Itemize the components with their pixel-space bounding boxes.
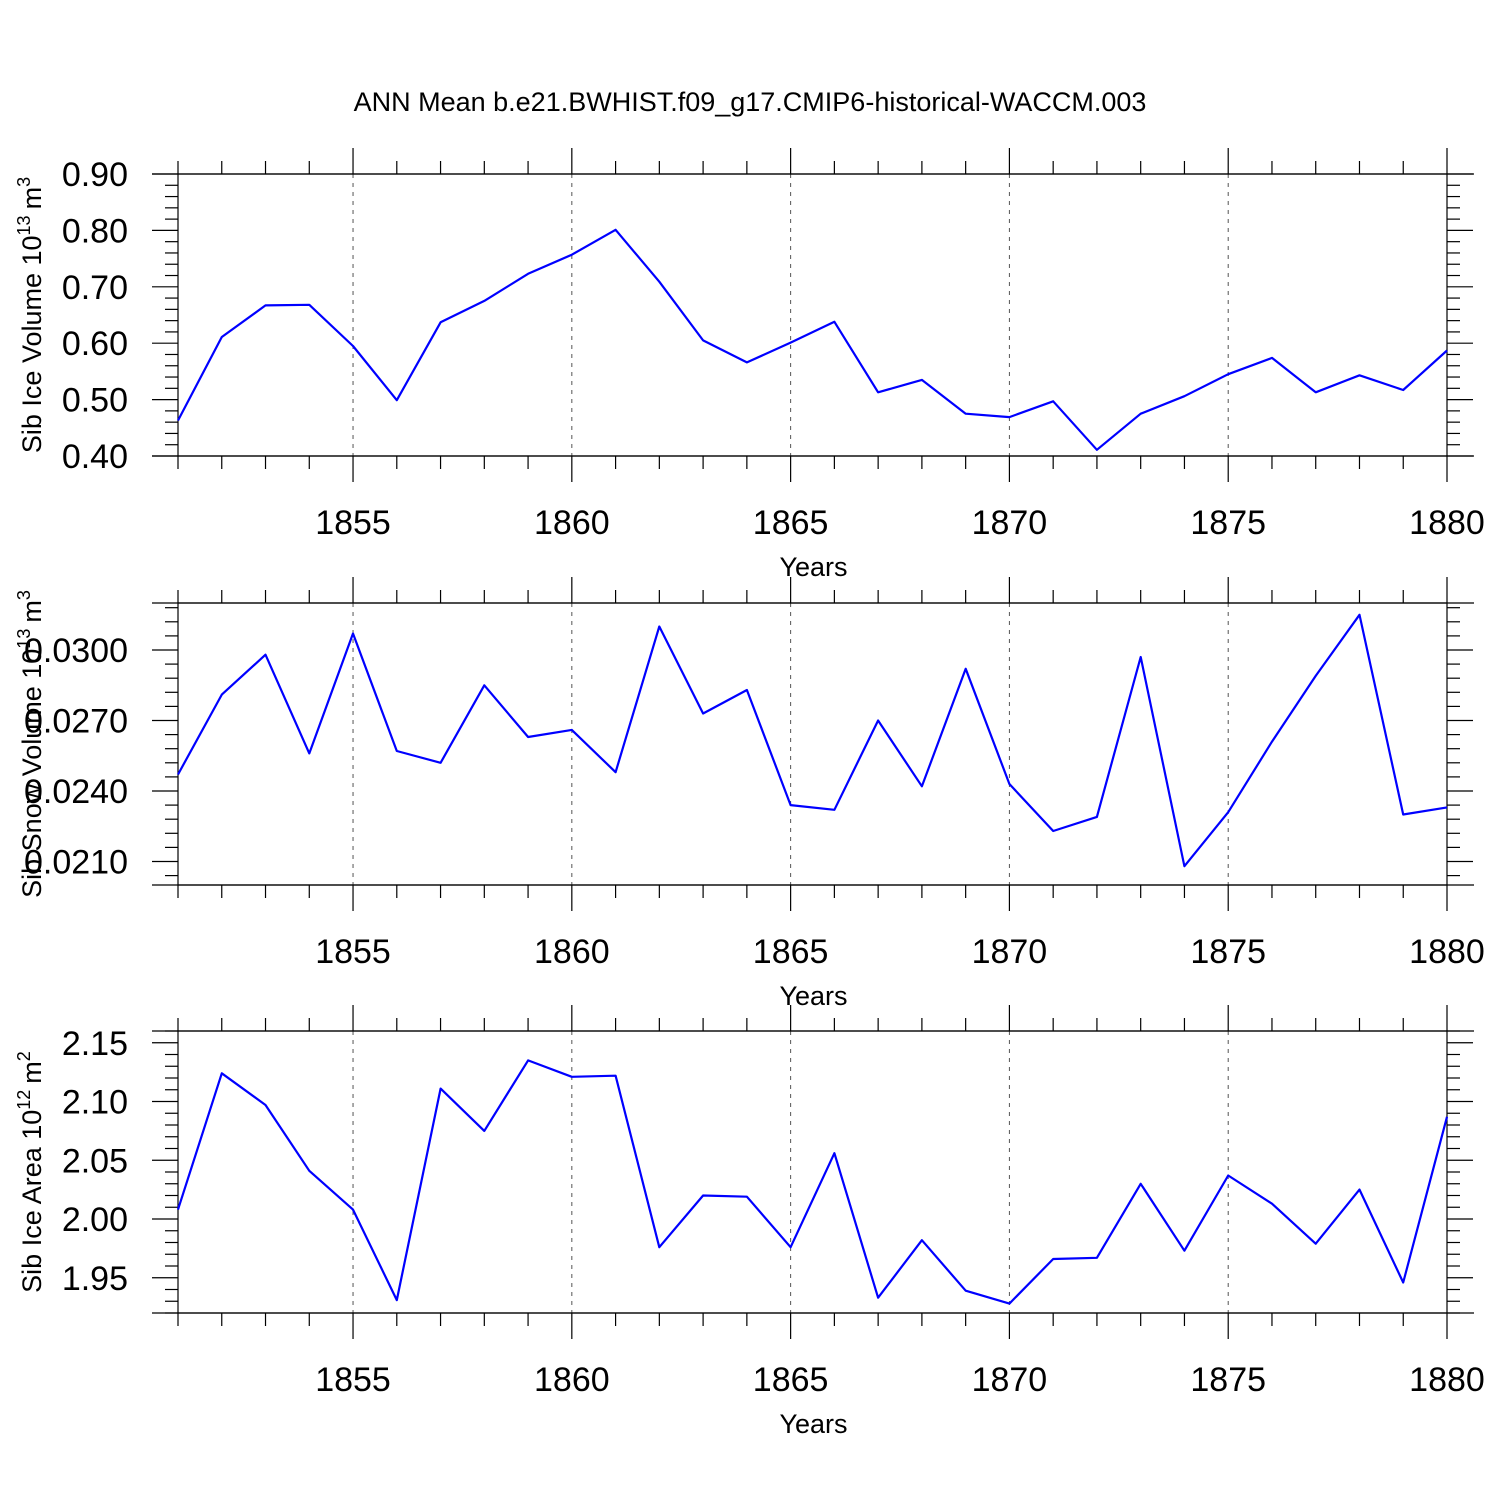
y-tick-label: 0.80 [62, 212, 128, 250]
y-label-exponent: 12 [14, 1090, 34, 1110]
y-label-exponent: 13 [14, 629, 34, 649]
series-line [176, 1059, 1449, 1305]
x-tick-label: 1860 [534, 933, 610, 971]
x-tick-label: 1855 [315, 1361, 391, 1399]
y-label-unit-exponent: 3 [14, 590, 34, 600]
x-tick-label: 1880 [1409, 504, 1485, 542]
y-tick-label: 2.05 [62, 1142, 128, 1180]
y-tick-label: 0.0270 [24, 703, 128, 741]
x-tick-label: 1865 [753, 1361, 829, 1399]
x-tick-label: 1860 [534, 504, 610, 542]
y-tick-label: 0.70 [62, 269, 128, 307]
y-label-main: Sib Ice Volume 10 [17, 235, 47, 453]
y-axis-label: Sib Ice Area 1012 m2 [14, 1051, 47, 1293]
x-axis-label: Years [779, 552, 847, 582]
x-tick-label: 1855 [315, 504, 391, 542]
panel-snow-volume: 1855 1860 1865 1870 1875 1880 Years 0.0210 0.024… [14, 577, 1485, 1011]
plot-frame [177, 602, 1448, 886]
series-line [177, 228, 1448, 451]
x-axis-label: Years [779, 1409, 847, 1439]
y-axis-label: Sib Snow Volume 1013 m3 [14, 590, 47, 898]
y-axis-label: Sib Ice Volume 1013 m3 [14, 177, 47, 453]
panel-ice-area: 1855 1860 1865 1870 1875 1880 Years 1.95 2.00 2.0… [14, 1005, 1485, 1439]
x-tick-label: 1865 [753, 504, 829, 542]
plot-frame [177, 1030, 1448, 1314]
x-tick-label: 1870 [972, 1361, 1048, 1399]
y-label-main: Sib Snow Volume 10 [17, 649, 47, 898]
y-tick-label: 0.0210 [24, 844, 128, 882]
y-tick-label: 0.40 [62, 438, 128, 476]
y-tick-label: 0.0240 [24, 773, 128, 811]
y-tick-label: 0.50 [62, 382, 128, 420]
plot-frame [177, 173, 1448, 457]
y-tick-label: 2.15 [62, 1025, 128, 1063]
y-label-unit-exponent: 2 [14, 1051, 34, 1061]
figure-title: ANN Mean b.e21.BWHIST.f09_g17.CMIP6-hist… [354, 87, 1147, 117]
x-tick-label: 1875 [1190, 504, 1266, 542]
y-label-unit-exponent: 3 [14, 177, 34, 187]
y-tick-label: 1.95 [62, 1260, 128, 1298]
x-tick-label: 1855 [315, 933, 391, 971]
x-tick-label: 1870 [972, 504, 1048, 542]
y-label-unit: m [17, 187, 47, 210]
y-tick-label: 0.60 [62, 325, 128, 363]
x-tick-label: 1860 [534, 1361, 610, 1399]
y-tick-label: 2.10 [62, 1084, 128, 1122]
x-tick-label: 1875 [1190, 933, 1266, 971]
x-tick-label: 1880 [1409, 933, 1485, 971]
y-tick-label: 0.90 [62, 156, 128, 194]
y-label-unit: m [17, 600, 47, 623]
y-label-exponent: 13 [14, 215, 34, 235]
x-tick-label: 1870 [972, 933, 1048, 971]
x-tick-label: 1865 [753, 933, 829, 971]
series-line [177, 613, 1448, 868]
y-tick-label: 2.00 [62, 1201, 128, 1239]
y-label-main: Sib Ice Area 10 [17, 1110, 47, 1293]
x-axis-label: Years [779, 981, 847, 1011]
x-tick-label: 1875 [1190, 1361, 1266, 1399]
y-tick-label: 0.0300 [24, 632, 128, 670]
x-tick-label: 1880 [1409, 1361, 1485, 1399]
panel-ice-volume: 1855 1860 1865 1870 1875 1880 Years 0.40 0.50 0.6… [14, 148, 1485, 582]
y-label-unit: m [17, 1061, 47, 1084]
